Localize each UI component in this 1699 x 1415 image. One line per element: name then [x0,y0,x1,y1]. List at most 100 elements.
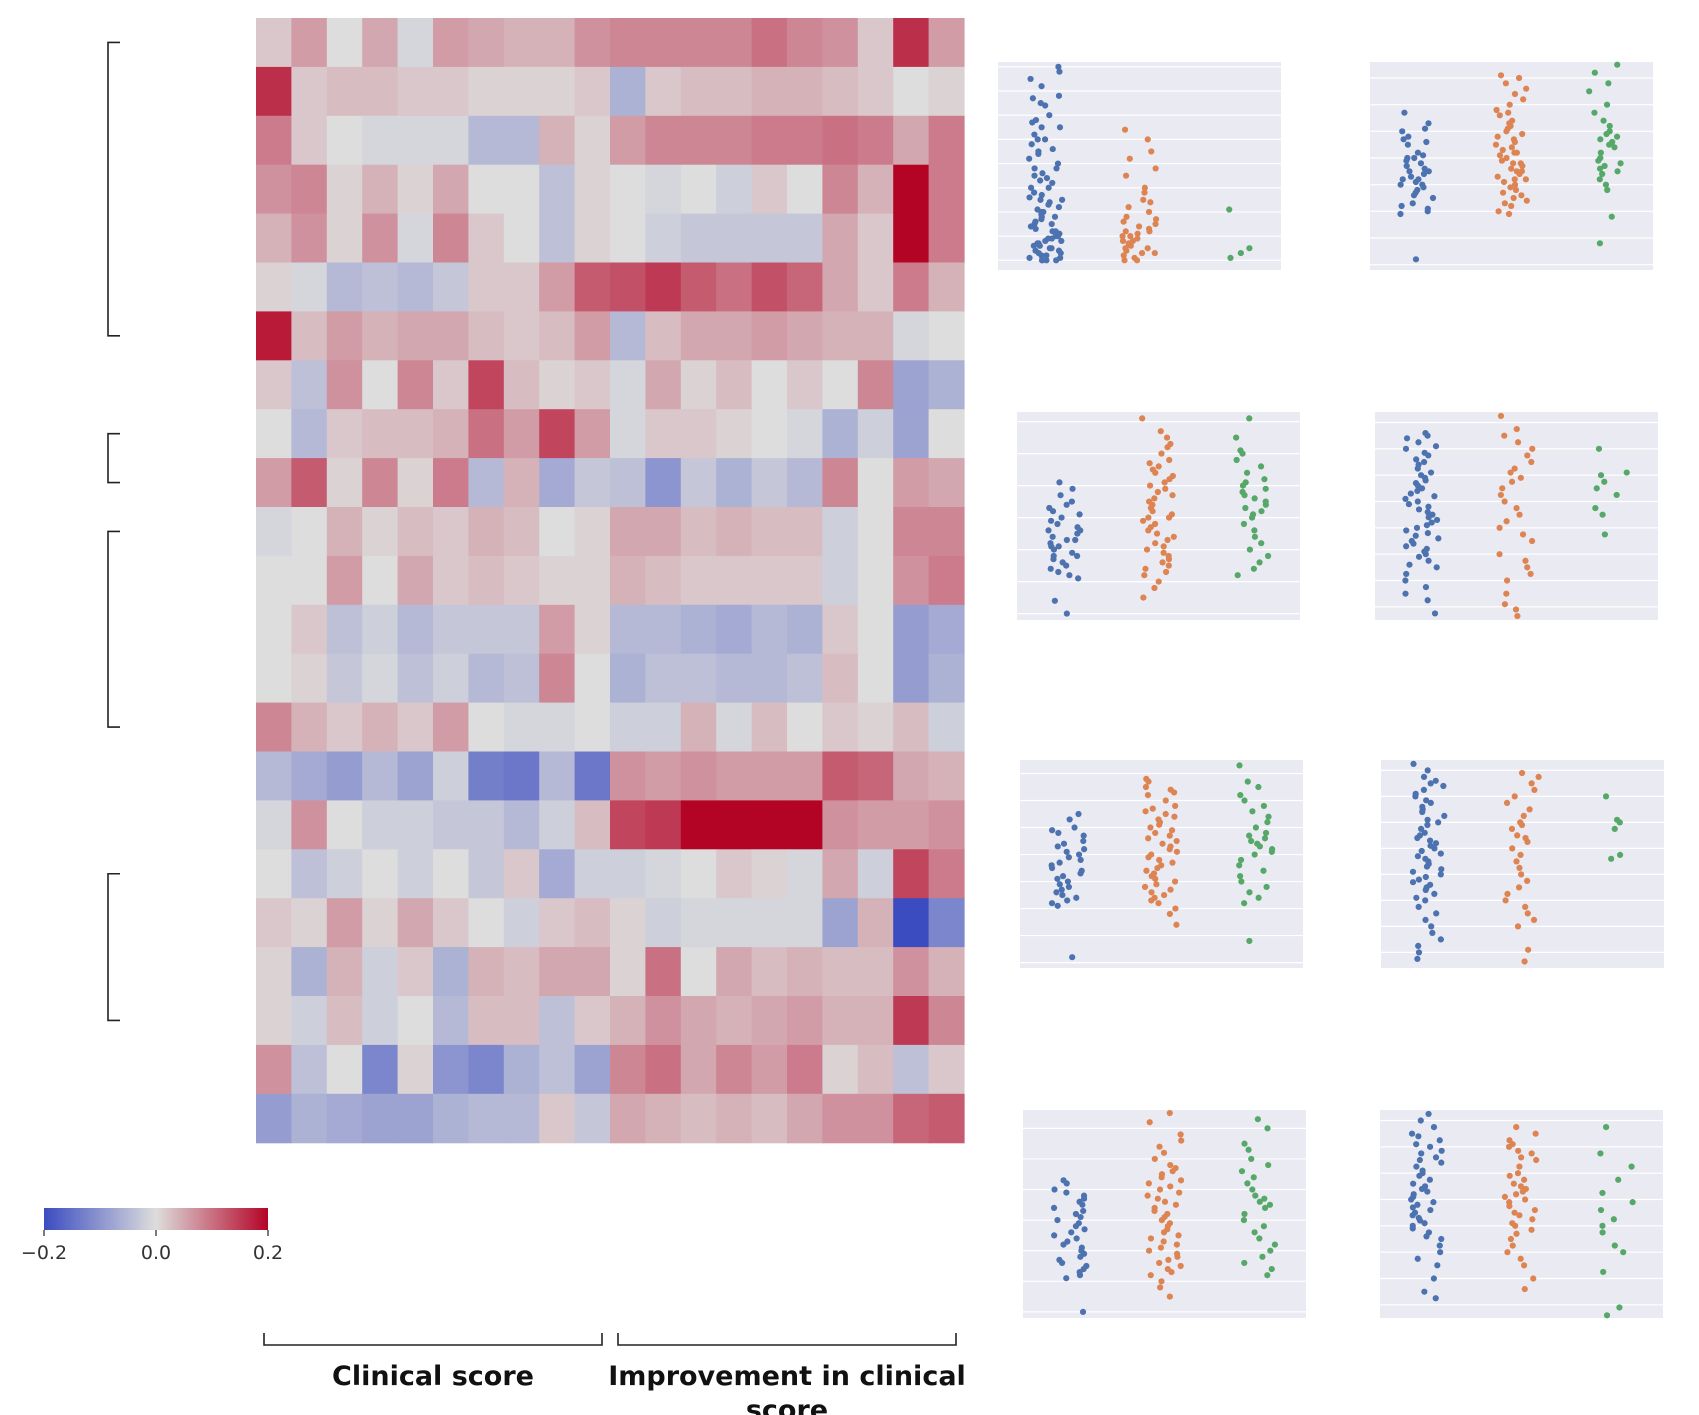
heatmap-cell [539,898,576,948]
heatmap-cell [433,213,469,264]
data-point [1432,443,1440,450]
heatmap-cell [857,653,894,704]
heatmap-cell [680,360,717,410]
heatmap-cell [326,653,363,704]
heatmap-cell [751,507,788,557]
data-point [1507,1235,1515,1243]
data-point [1425,452,1432,459]
heatmap-cell [645,898,682,948]
data-point [1603,101,1611,108]
heatmap-cell [574,849,611,899]
data-point [1603,130,1610,138]
data-point [1606,122,1613,130]
heatmap-cell [716,458,753,508]
heatmap-cell [928,507,965,557]
data-point [1416,1156,1423,1164]
heatmap-cell [326,604,363,655]
data-point [1509,160,1517,167]
data-point [1050,556,1057,563]
heatmap-cell [503,653,540,704]
data-point [1246,546,1254,553]
heatmap-cell [291,555,328,606]
data-point [1066,572,1073,579]
data-point [1518,1154,1525,1161]
data-point [1424,816,1431,823]
heatmap-cell [610,1093,646,1144]
heatmap-cell [503,18,540,68]
data-point [1149,805,1156,812]
data-point [1168,827,1176,834]
heatmap-cell [751,800,788,850]
data-point [1265,813,1272,820]
data-point [1155,578,1162,585]
heatmap-cell [893,898,930,948]
data-point [1051,1232,1058,1239]
data-point [1158,1174,1165,1181]
data-point [1031,165,1038,172]
data-point [1505,109,1512,116]
heatmap-cell [291,507,328,557]
heatmap-cell [928,360,965,410]
data-point [1256,559,1263,566]
data-point [1420,786,1428,794]
data-point [1516,1212,1523,1219]
heatmap-cell [574,947,611,997]
heatmap-cell [503,898,540,948]
heatmap-cell [645,311,682,361]
data-point [1138,249,1146,257]
data-point [1026,155,1033,162]
heatmap-cell [857,458,894,508]
data-point [1514,832,1521,839]
data-point [1424,530,1431,537]
heatmap-cell [256,751,292,801]
heatmap-cell [539,751,576,801]
heatmap-cell [362,458,399,508]
data-point [1152,220,1159,228]
heatmap-cell [362,604,399,655]
data-point [1146,1119,1153,1126]
data-point [1043,174,1051,182]
heatmap-cell [256,555,292,606]
heatmap-cell [645,1044,682,1095]
heatmap-cell [468,66,505,117]
heatmap-cell [928,947,965,997]
heatmap-cell [645,164,682,215]
data-point [1140,517,1147,524]
data-point [1260,802,1267,810]
data-point [1261,1204,1269,1211]
data-point [1599,170,1606,178]
data-point [1039,257,1046,264]
data-point [1081,1226,1088,1233]
data-point [1241,492,1248,499]
heatmap-cell [751,1093,788,1144]
heatmap-cell [610,409,646,459]
heatmap-cell [610,164,646,215]
data-point [1162,568,1170,576]
heatmap-cell [716,653,753,704]
heatmap-cell [857,898,894,948]
data-point [1604,186,1611,194]
heatmap-cell [822,1093,859,1144]
data-point [1029,119,1036,126]
heatmap-cell [433,262,469,312]
data-point [1240,1217,1248,1224]
heatmap-cell [680,1044,717,1095]
heatmap-cell [645,555,682,606]
data-point [1515,74,1523,82]
scatter-panel-f [1381,760,1664,968]
data-point [1528,537,1536,545]
data-point [1421,125,1429,132]
heatmap-cell [645,507,682,557]
data-point [1177,1177,1185,1184]
data-point [1256,843,1263,850]
data-point [1145,778,1152,785]
data-point [1403,543,1410,550]
heatmap-cell [574,800,611,850]
heatmap-cell [539,507,576,557]
heatmap-cell [751,555,788,606]
data-point [1503,590,1510,597]
heatmap-cell [645,947,682,997]
heatmap-cell [751,115,788,166]
heatmap-cell [822,653,859,704]
